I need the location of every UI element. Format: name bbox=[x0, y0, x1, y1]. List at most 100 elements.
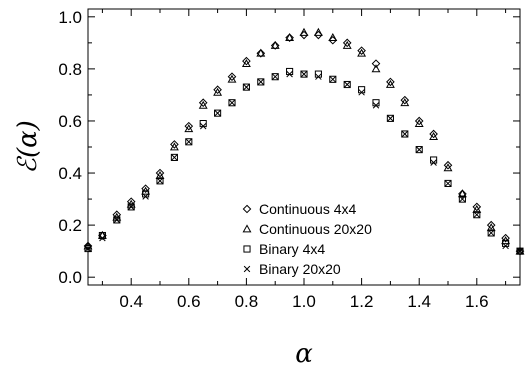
point-continuous-20x20 bbox=[443, 163, 453, 172]
point-continuous-4x4 bbox=[213, 85, 222, 95]
legend-marker-binary-20x20 bbox=[243, 265, 251, 273]
point-binary-20x20 bbox=[444, 180, 452, 187]
point-binary-20x20 bbox=[387, 115, 394, 122]
point-continuous-20x20 bbox=[400, 98, 410, 107]
legend-label-continuous-4x4: Continuous 4x4 bbox=[259, 201, 357, 217]
data-points bbox=[83, 27, 525, 256]
point-binary-20x20 bbox=[343, 81, 351, 88]
point-continuous-4x4 bbox=[386, 77, 395, 87]
point-continuous-20x20 bbox=[227, 74, 237, 83]
point-binary-20x20 bbox=[228, 99, 236, 106]
legend-label-binary-20x20: Binary 20x20 bbox=[259, 261, 341, 277]
point-continuous-4x4 bbox=[184, 121, 194, 131]
point-continuous-4x4 bbox=[98, 231, 107, 240]
y-tick-label: 0.8 bbox=[58, 60, 82, 79]
point-binary-20x20 bbox=[430, 159, 437, 166]
point-binary-20x20 bbox=[171, 154, 178, 161]
point-binary-4x4 bbox=[113, 216, 121, 224]
point-binary-20x20 bbox=[185, 138, 193, 146]
point-binary-20x20 bbox=[142, 193, 149, 200]
point-continuous-4x4 bbox=[501, 233, 510, 243]
point-binary-4x4 bbox=[185, 138, 193, 146]
point-continuous-4x4 bbox=[371, 59, 381, 68]
point-continuous-20x20 bbox=[270, 40, 280, 49]
point-continuous-4x4 bbox=[170, 140, 179, 149]
point-continuous-20x20 bbox=[457, 189, 467, 198]
point-binary-20x20 bbox=[286, 70, 293, 78]
point-binary-4x4 bbox=[343, 80, 351, 89]
legend-marker-continuous-20x20 bbox=[242, 224, 252, 233]
point-binary-20x20 bbox=[257, 78, 265, 86]
point-binary-20x20 bbox=[315, 73, 322, 80]
point-binary-20x20 bbox=[329, 76, 337, 83]
point-continuous-20x20 bbox=[241, 59, 251, 68]
y-tick-label: 0.0 bbox=[58, 268, 82, 287]
point-continuous-20x20 bbox=[155, 171, 165, 180]
point-continuous-4x4 bbox=[486, 220, 496, 230]
point-continuous-20x20 bbox=[385, 79, 395, 88]
x-tick-label: 0.4 bbox=[119, 292, 143, 311]
point-continuous-20x20 bbox=[256, 48, 266, 57]
point-binary-20x20 bbox=[214, 109, 221, 117]
point-continuous-4x4 bbox=[429, 129, 438, 139]
point-binary-20x20 bbox=[156, 177, 164, 185]
axis-ticks bbox=[88, 9, 520, 285]
point-binary-20x20 bbox=[516, 247, 524, 255]
point-binary-20x20 bbox=[502, 242, 509, 250]
point-binary-20x20 bbox=[243, 83, 250, 91]
x-tick-label: 1.6 bbox=[465, 292, 489, 311]
point-binary-4x4 bbox=[401, 130, 409, 138]
point-binary-4x4 bbox=[271, 73, 279, 81]
point-binary-4x4 bbox=[84, 244, 92, 253]
point-binary-4x4 bbox=[127, 203, 135, 211]
point-continuous-4x4 bbox=[256, 48, 266, 58]
point-continuous-4x4 bbox=[198, 98, 208, 108]
point-binary-4x4 bbox=[473, 211, 481, 219]
point-continuous-4x4 bbox=[270, 41, 280, 50]
y-tick-label: 1.0 bbox=[58, 8, 82, 27]
point-binary-4x4 bbox=[415, 146, 423, 154]
point-continuous-20x20 bbox=[414, 118, 424, 127]
point-continuous-20x20 bbox=[486, 223, 496, 232]
x-tick-label: 1.2 bbox=[350, 292, 374, 311]
point-binary-4x4 bbox=[444, 179, 452, 188]
point-continuous-20x20 bbox=[472, 204, 482, 213]
x-tick-label: 1.0 bbox=[292, 292, 316, 311]
point-continuous-4x4 bbox=[242, 56, 251, 66]
point-binary-4x4 bbox=[487, 229, 495, 237]
point-continuous-20x20 bbox=[313, 27, 323, 36]
point-binary-4x4 bbox=[329, 75, 337, 83]
point-binary-4x4 bbox=[386, 114, 394, 122]
legend-marker-continuous-4x4 bbox=[242, 204, 252, 214]
point-binary-4x4 bbox=[228, 99, 236, 107]
point-continuous-4x4 bbox=[83, 241, 93, 251]
point-continuous-4x4 bbox=[472, 202, 482, 212]
point-binary-20x20 bbox=[358, 89, 365, 96]
point-continuous-20x20 bbox=[371, 64, 381, 73]
point-binary-4x4 bbox=[156, 177, 164, 185]
point-continuous-20x20 bbox=[169, 142, 179, 151]
x-axis-label: α bbox=[295, 339, 313, 369]
point-continuous-20x20 bbox=[328, 33, 338, 42]
point-continuous-20x20 bbox=[213, 87, 223, 96]
point-continuous-20x20 bbox=[285, 33, 295, 42]
point-binary-20x20 bbox=[271, 73, 279, 80]
point-continuous-20x20 bbox=[429, 131, 439, 140]
point-binary-4x4 bbox=[214, 109, 222, 117]
point-binary-4x4 bbox=[300, 70, 308, 78]
point-binary-20x20 bbox=[401, 130, 409, 138]
point-binary-20x20 bbox=[127, 203, 135, 211]
point-continuous-20x20 bbox=[342, 40, 352, 49]
y-tick-label: 0.4 bbox=[58, 164, 82, 183]
x-tick-label: 1.4 bbox=[407, 292, 431, 311]
point-binary-20x20 bbox=[415, 146, 423, 153]
point-continuous-20x20 bbox=[299, 27, 309, 36]
point-continuous-4x4 bbox=[126, 197, 136, 206]
x-tick-label: 0.8 bbox=[235, 292, 259, 311]
x-tick-label: 0.6 bbox=[177, 292, 201, 311]
point-binary-20x20 bbox=[199, 122, 207, 130]
legend: Continuous 4x4 Continuous 20x20 Binary 4x4… bbox=[242, 201, 372, 277]
point-continuous-4x4 bbox=[414, 116, 424, 126]
point-binary-20x20 bbox=[473, 211, 481, 218]
